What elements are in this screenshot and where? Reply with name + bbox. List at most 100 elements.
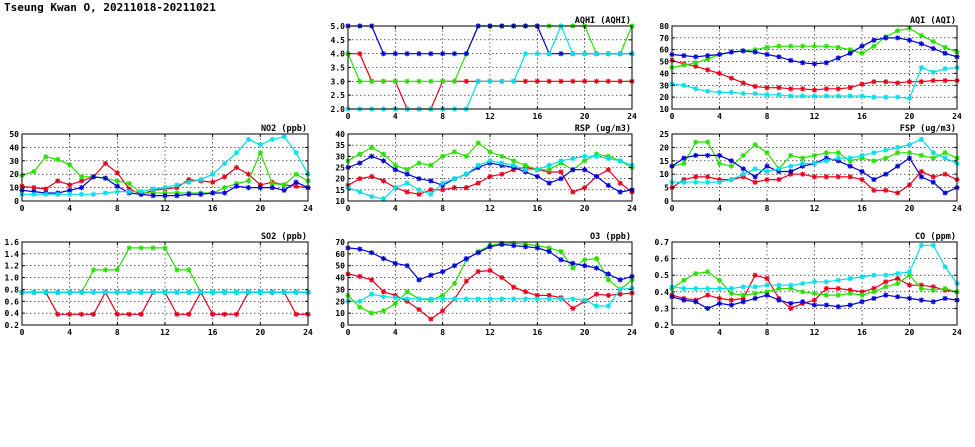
rsp-ytick-label: 40 (335, 130, 345, 139)
aqhi-point-blue (380, 51, 387, 57)
o3-point-blue (380, 256, 387, 262)
no2-point-cyan (114, 189, 120, 195)
no2-point-cyan (221, 160, 228, 167)
o3-point-red (617, 291, 623, 297)
fsp-point-green (681, 160, 687, 167)
co-point-red (705, 292, 711, 298)
fsp-point-green (728, 163, 734, 169)
aqi-point-green (681, 62, 687, 68)
co-xtick-label: 16 (857, 328, 867, 337)
o3-point-cyan (487, 296, 493, 302)
so2-point-green (174, 267, 180, 273)
fsp-point-red (693, 174, 699, 180)
rsp-point-cyan (404, 180, 410, 186)
aqhi-point-cyan (617, 51, 623, 57)
fsp-point-blue (942, 190, 948, 196)
co-point-cyan (681, 285, 687, 292)
fsp-point-blue (776, 168, 782, 175)
o3-point-cyan (451, 296, 458, 302)
so2-point-green (186, 267, 192, 273)
no2-point-red (114, 170, 120, 176)
fsp-point-cyan (918, 136, 924, 142)
co-point-green (930, 287, 936, 293)
co-point-green (847, 290, 853, 297)
co-point-cyan (716, 285, 723, 292)
aqi-point-blue (752, 49, 758, 55)
aqhi-point-cyan (487, 78, 493, 84)
aqi-xtick-label: 16 (857, 112, 867, 121)
o3-point-cyan (380, 293, 387, 300)
rsp-point-cyan (487, 158, 493, 164)
co-point-blue (847, 302, 853, 308)
no2-point-blue (186, 191, 192, 197)
co-point-green (906, 272, 913, 278)
rsp-point-cyan (369, 193, 375, 200)
o3-chart: 0 4 8 12 16 20 24 0 10 20 30 40 50 60 70 O3 (ppb) (335, 232, 637, 337)
aqhi-point-red (617, 78, 623, 84)
o3-point-cyan (534, 296, 540, 302)
aqi-point-green (942, 44, 948, 50)
rsp-series-cyan (345, 153, 635, 202)
rsp-point-blue (534, 173, 540, 180)
co-chart-title: CO (ppm) (915, 232, 956, 242)
co-point-blue (942, 295, 948, 302)
aqi-point-blue (823, 60, 829, 66)
fsp-point-cyan (764, 168, 770, 175)
o3-point-blue (475, 250, 481, 256)
fsp-point-cyan (740, 171, 746, 177)
aqhi-point-red (582, 78, 588, 84)
so2-point-cyan (31, 289, 37, 295)
fsp-point-cyan (728, 176, 734, 183)
o3-ytick-label: 40 (335, 274, 345, 283)
fsp-point-red (776, 176, 782, 183)
co-point-green (752, 290, 758, 297)
rsp-point-cyan (499, 160, 505, 166)
co-point-cyan (918, 242, 924, 248)
no2-point-red (55, 178, 61, 184)
rsp-point-red (499, 171, 505, 177)
co-point-red (811, 297, 818, 303)
aqi-point-green (705, 56, 711, 62)
aqhi-point-red (570, 78, 576, 84)
rsp-point-red (558, 169, 564, 175)
aqhi-ytick-label: 4.0 (331, 50, 346, 59)
aqhi-point-blue (404, 51, 410, 57)
no2-point-blue (269, 185, 275, 191)
aqi-xtick-label: 12 (810, 112, 820, 121)
no2-point-green (281, 182, 287, 188)
aqhi-point-red (534, 78, 540, 84)
co-point-cyan (942, 264, 948, 270)
fsp-point-red (800, 171, 806, 177)
co-point-blue (823, 302, 829, 308)
no2-point-cyan (102, 190, 109, 196)
rsp-chart: 0 4 8 12 16 20 24 10 15 20 25 30 35 40 RSP (ug/m3) (335, 124, 637, 213)
aqi-xtick-label: 0 (670, 112, 675, 121)
no2-xtick-label: 4 (67, 204, 72, 213)
so2-point-cyan (102, 289, 109, 295)
no2-point-blue (90, 174, 97, 180)
rsp-point-blue (546, 180, 552, 186)
aqi-point-red (693, 63, 699, 69)
so2-point-red (90, 311, 97, 317)
o3-point-cyan (428, 296, 434, 302)
no2-point-cyan (78, 191, 85, 197)
rsp-point-green (463, 153, 469, 159)
co-xtick-label: 0 (670, 328, 675, 337)
aqhi-point-green (369, 78, 375, 84)
aqi-point-blue (835, 55, 841, 61)
no2-ytick-label: 20 (9, 170, 19, 179)
rsp-point-blue (617, 189, 623, 195)
rsp-point-blue (392, 167, 398, 173)
co-point-green (835, 292, 841, 298)
so2-xtick-label: 8 (115, 328, 120, 337)
fsp-point-cyan (681, 179, 687, 185)
no2-ytick-label: 0 (14, 197, 19, 206)
aqi-point-green (871, 43, 877, 49)
aqi-point-red (871, 79, 877, 85)
co-point-blue (776, 297, 782, 303)
aqhi-point-cyan (522, 51, 529, 57)
fsp-point-cyan (859, 152, 865, 159)
so2-point-cyan (221, 289, 228, 295)
co-point-blue (918, 297, 924, 303)
rsp-xtick-label: 4 (393, 204, 398, 213)
